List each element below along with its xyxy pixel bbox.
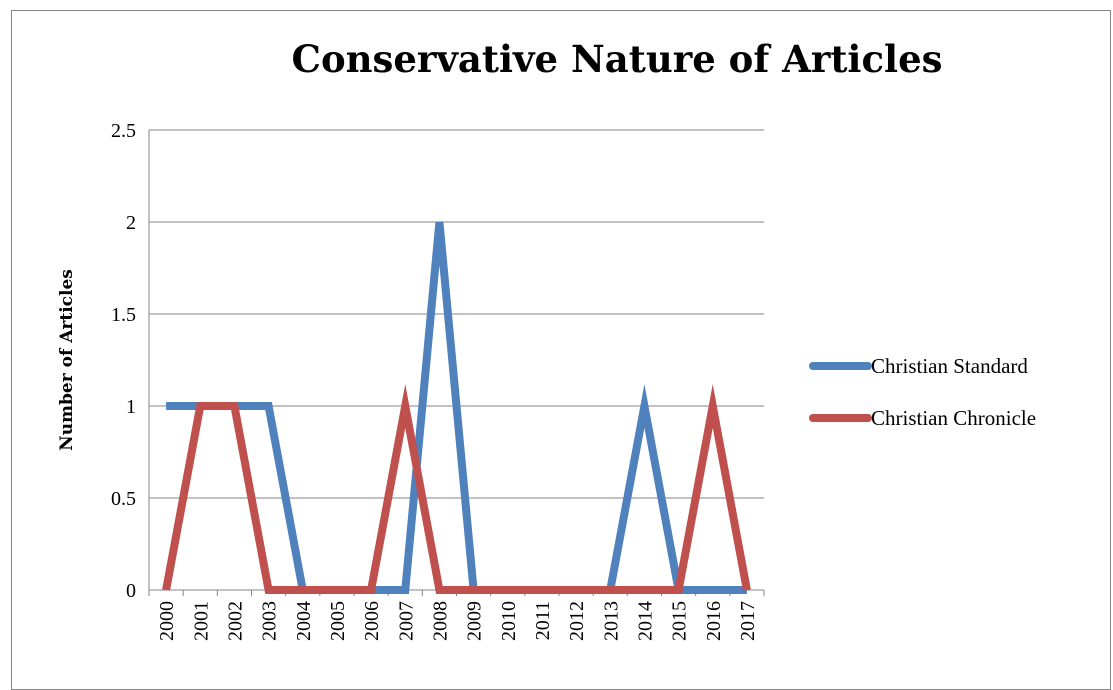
chart-frame [11, 10, 1111, 690]
x-tick-label: 2006 [361, 601, 383, 641]
x-tick-label: 2009 [464, 601, 486, 641]
x-tick-label: 2011 [532, 601, 554, 640]
x-tick-label: 2014 [634, 601, 656, 641]
x-tick-label: 2005 [327, 601, 349, 641]
x-tick-label: 2007 [395, 601, 417, 641]
series-line-2 [162, 384, 751, 594]
y-tick-label: 1.5 [111, 304, 136, 326]
x-tick-label: 2015 [669, 601, 691, 641]
y-tick-label: 0 [126, 580, 136, 602]
x-tick-label: 2002 [224, 601, 246, 641]
series-line-1 [166, 221, 747, 594]
x-tick-label: 2016 [703, 601, 725, 641]
x-tick-label: 2008 [429, 601, 451, 641]
y-tick-label: 2 [126, 212, 136, 234]
y-tick-label: 0.5 [111, 488, 136, 510]
y-tick-label: 2.5 [111, 120, 136, 142]
y-tick-label: 1 [126, 396, 136, 418]
series-layer [162, 221, 751, 594]
line-chart: Conservative Nature of Articles Number o… [57, 37, 1036, 641]
legend-label: Christian Chronicle [871, 406, 1036, 430]
chart-title: Conservative Nature of Articles [292, 37, 943, 81]
legend-label: Christian Standard [871, 354, 1028, 378]
x-tick-label: 2013 [600, 601, 622, 641]
y-axis-label: Number of Articles [57, 269, 77, 451]
x-tick-label: 2001 [190, 601, 212, 641]
x-tick-label: 2012 [566, 601, 588, 641]
legend: Christian Standard Christian Chronicle [809, 354, 1036, 430]
x-tick-label: 2000 [156, 601, 178, 641]
grid-layer [149, 129, 764, 591]
axis-layer: 0 0.5 1 1.5 2 2.5 2000 2001 2002 2003 2004 2005 2006… [111, 120, 765, 641]
x-tick-label: 2010 [498, 601, 520, 641]
x-tick-label: 2004 [293, 601, 315, 641]
x-tick-label: 2003 [259, 601, 281, 641]
x-tick-label: 2017 [737, 601, 759, 641]
